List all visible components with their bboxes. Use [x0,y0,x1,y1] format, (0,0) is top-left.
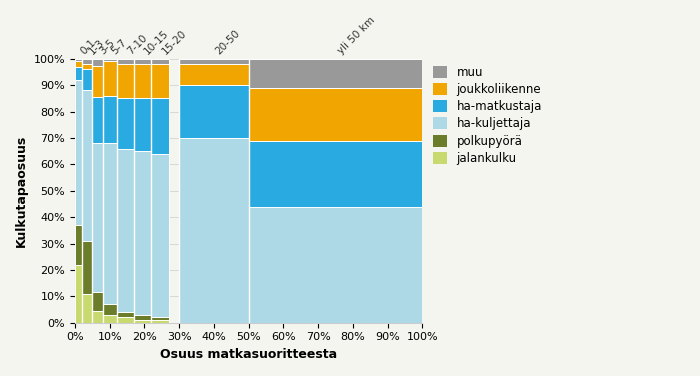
Legend: muu, joukkoliikenne, ha-matkustaja, ha-kuljettaja, polkupyörä, jalankulku: muu, joukkoliikenne, ha-matkustaja, ha-k… [432,65,543,166]
Bar [103,61,117,96]
Bar [248,88,422,141]
Bar [92,291,103,311]
Bar [134,59,151,64]
Bar [248,141,422,206]
Bar [151,59,169,64]
Bar [92,59,103,66]
Bar [151,99,169,154]
Bar [103,304,117,315]
Bar [103,96,117,143]
Bar [179,85,248,138]
Bar [75,80,82,225]
Bar [134,64,151,99]
Bar [75,61,82,67]
Y-axis label: Kulkutapaosuus: Kulkutapaosuus [15,135,28,247]
Bar [117,312,134,317]
Bar [92,143,103,291]
Bar [117,149,134,312]
Bar [151,320,169,323]
Bar [92,311,103,323]
Bar [82,294,92,323]
Bar [134,99,151,151]
Bar [103,315,117,323]
Bar [75,265,82,323]
Bar [179,138,248,323]
Bar [134,315,151,320]
Bar [179,59,248,64]
Bar [151,64,169,99]
Bar [103,143,117,304]
Bar [179,64,248,85]
Bar [75,59,82,61]
Bar [103,59,117,61]
Bar [92,97,103,143]
Bar [82,91,92,241]
Bar [117,64,134,99]
Bar [75,225,82,265]
Bar [75,67,82,80]
Bar [82,64,92,69]
Bar [151,154,169,317]
Bar [248,59,422,88]
Bar [117,59,134,64]
Bar [151,317,169,320]
Bar [134,320,151,323]
X-axis label: Osuus matkasuoritteesta: Osuus matkasuoritteesta [160,348,337,361]
Bar [248,206,422,323]
Bar [82,59,92,64]
Bar [134,151,151,315]
Bar [117,317,134,323]
Bar [92,66,103,97]
Bar [117,99,134,149]
Bar [82,241,92,294]
Bar [82,69,92,91]
